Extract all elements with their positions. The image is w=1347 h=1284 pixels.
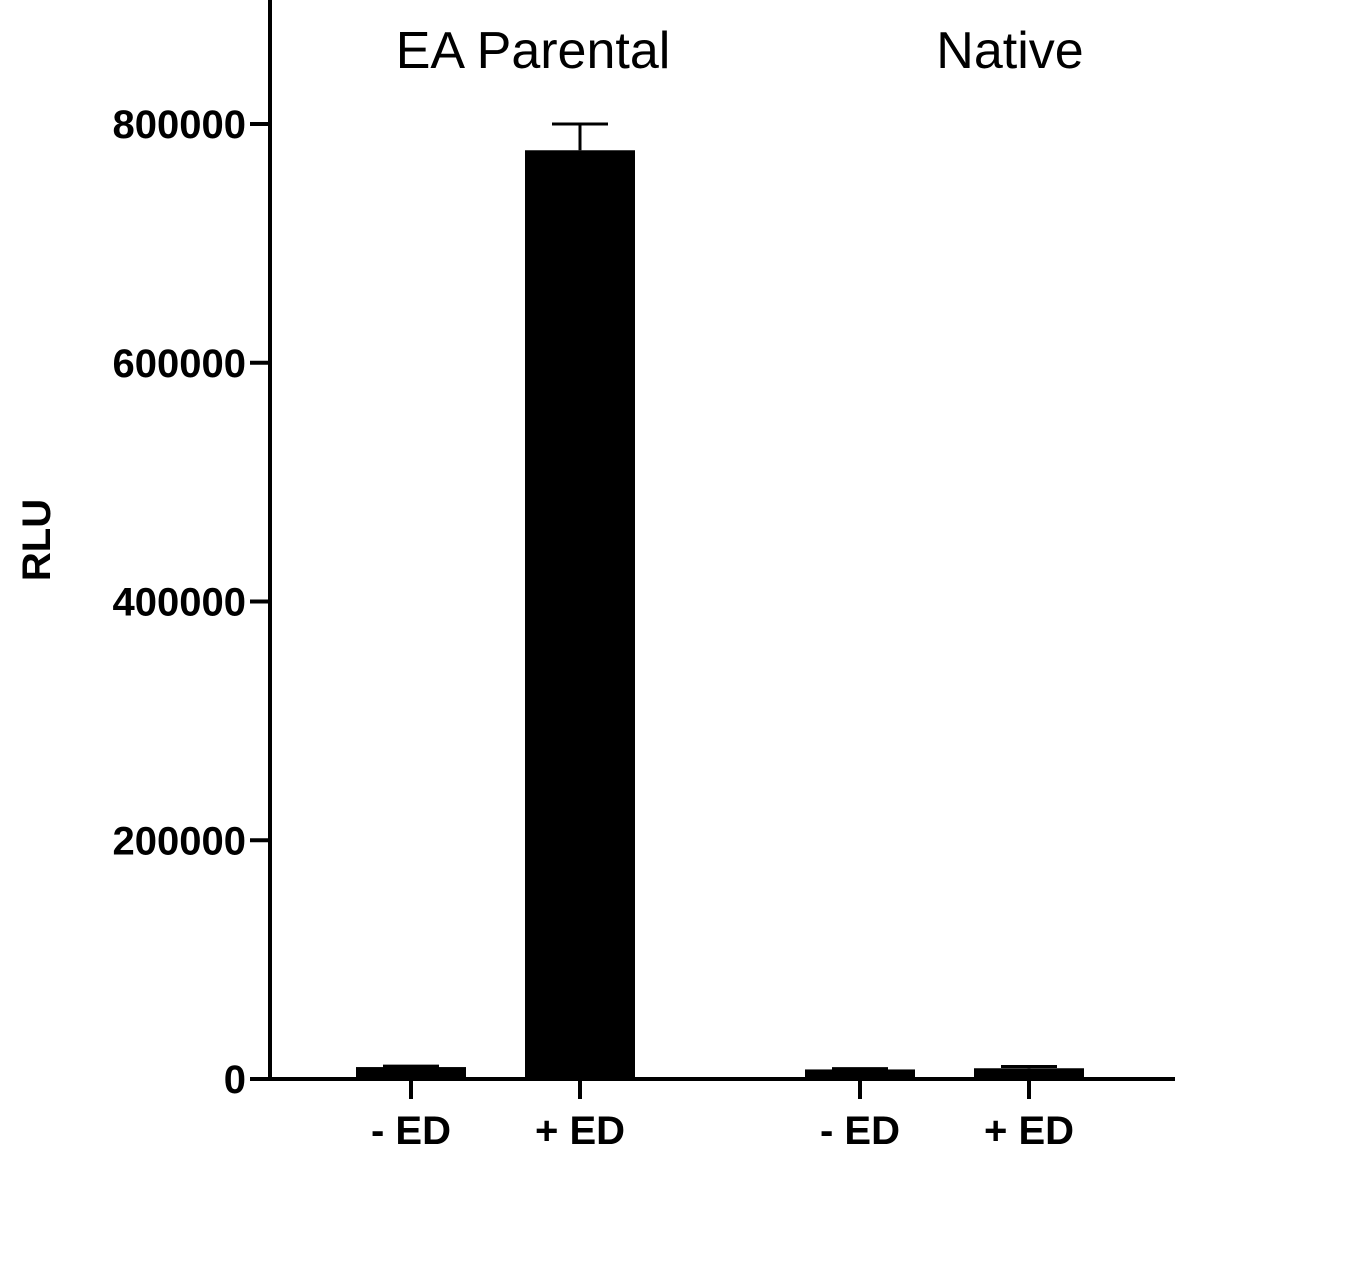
y-tick-label: 600000 [113,342,246,386]
y-tick-label: 800000 [113,103,246,147]
x-tick-label: - ED [371,1109,451,1153]
y-tick-label: 400000 [113,581,246,625]
group-label: EA Parental [396,22,671,80]
x-tick-label: - ED [820,1109,900,1153]
bar [356,1067,466,1079]
bar [525,150,635,1079]
y-axis-title: RLU [15,499,59,581]
x-tick-label: + ED [535,1109,625,1153]
plot-area: 0 200000 400000 600000 800000 EA Parental - ED… [113,0,1175,1153]
bar [805,1069,915,1079]
y-tick-label: 0 [224,1058,246,1102]
group-label: Native [936,22,1083,80]
x-tick-label: + ED [984,1109,1074,1153]
bar [974,1068,1084,1079]
y-tick-label: 200000 [113,819,246,863]
